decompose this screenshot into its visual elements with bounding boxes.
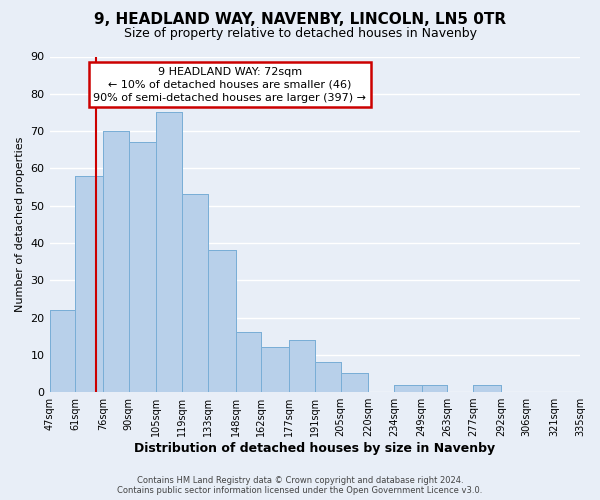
Bar (76, 176, 103, 392)
Bar (76, 176, 103, 392)
Bar (341, 374, 368, 392)
Text: Size of property relative to detached houses in Navenby: Size of property relative to detached ho… (124, 28, 476, 40)
Bar (103, 131, 129, 392)
Bar (50, 310, 76, 392)
Bar (129, 142, 157, 392)
Bar (182, 194, 208, 392)
Bar (394, 384, 422, 392)
Bar (103, 131, 129, 392)
Bar (422, 384, 448, 392)
Bar (157, 112, 182, 392)
Bar (129, 142, 157, 392)
Bar (236, 332, 262, 392)
Bar (289, 340, 315, 392)
Bar (341, 374, 368, 392)
Bar (157, 112, 182, 392)
Bar (394, 384, 422, 392)
Y-axis label: Number of detached properties: Number of detached properties (15, 136, 25, 312)
Text: 9 HEADLAND WAY: 72sqm
← 10% of detached houses are smaller (46)
90% of semi-deta: 9 HEADLAND WAY: 72sqm ← 10% of detached … (94, 66, 367, 103)
Bar (473, 384, 501, 392)
Bar (262, 348, 289, 392)
Bar (422, 384, 448, 392)
Bar (50, 310, 76, 392)
Bar (473, 384, 501, 392)
Text: Contains HM Land Registry data © Crown copyright and database right 2024.
Contai: Contains HM Land Registry data © Crown c… (118, 476, 482, 495)
X-axis label: Distribution of detached houses by size in Navenby: Distribution of detached houses by size … (134, 442, 496, 455)
Bar (182, 194, 208, 392)
Bar (315, 362, 341, 392)
Bar (289, 340, 315, 392)
Bar (315, 362, 341, 392)
Bar (262, 348, 289, 392)
Bar (208, 250, 236, 392)
Text: 9, HEADLAND WAY, NAVENBY, LINCOLN, LN5 0TR: 9, HEADLAND WAY, NAVENBY, LINCOLN, LN5 0… (94, 12, 506, 28)
Bar (208, 250, 236, 392)
Bar (236, 332, 262, 392)
